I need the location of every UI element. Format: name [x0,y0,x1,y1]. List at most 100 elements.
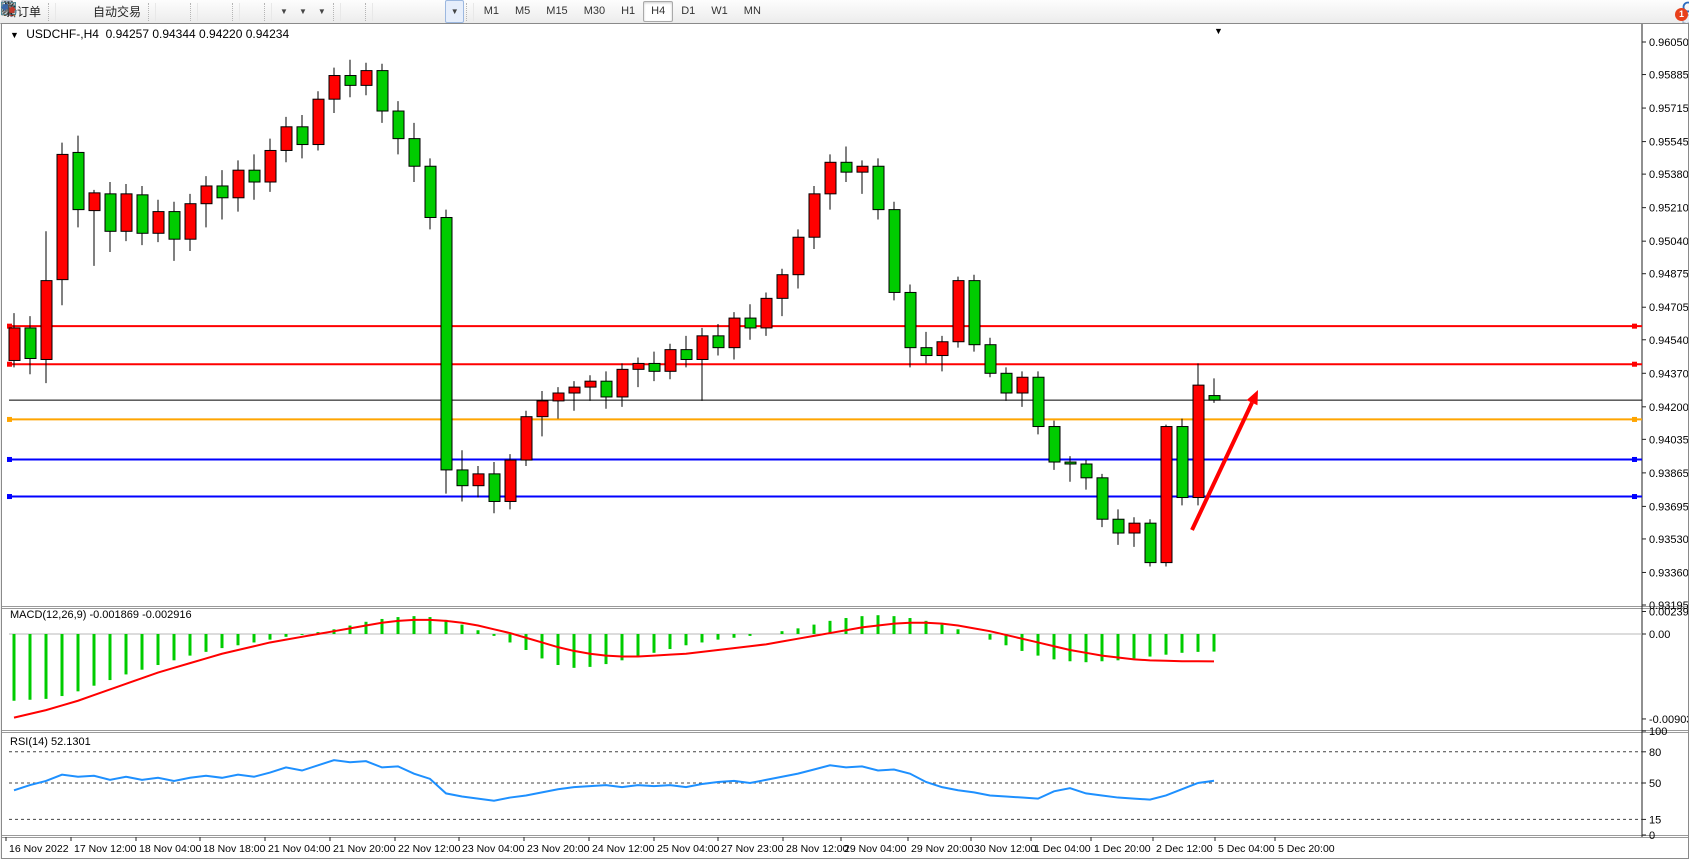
line-handle[interactable] [7,416,12,422]
timeframe-d1-button[interactable]: D1 [681,5,696,17]
candle [904,284,917,368]
candle [72,135,85,228]
timeframe-m30-button[interactable]: M30 [583,5,606,17]
candle [1192,363,1205,506]
line-handle[interactable] [7,361,12,367]
signal-button[interactable] [2,0,88,23]
periods-button[interactable]: ▼ [1,0,312,23]
candle [280,116,293,163]
autotrading-button[interactable]: 自动交易 [2,0,146,23]
price-axis-label: 0.94370 [1649,368,1688,380]
candle [616,363,629,407]
chart-window-button[interactable] [1,0,78,23]
line-handle[interactable] [7,456,12,462]
candle [120,183,133,242]
candle [328,67,341,113]
auto-scroll-button[interactable] [2,0,252,23]
candle [1112,509,1125,545]
line-handle[interactable] [1632,456,1637,462]
line-handle[interactable] [7,494,12,500]
candle [136,185,149,246]
timeframe-h1-button[interactable]: H1 [621,5,636,17]
candle [744,304,757,340]
candle [1128,517,1141,547]
fibonacci-tool-button[interactable]: F [2,0,425,23]
candle [472,465,485,498]
line-handle[interactable] [1632,323,1637,329]
collapse-triangle-icon[interactable]: ▼ [10,30,19,40]
time-axis-label: 27 Nov 23:00 [721,843,784,855]
candle [1016,371,1029,407]
timeframe-m5-button[interactable]: M5 [515,5,531,17]
candle [88,189,101,266]
vertical-line-tool-button[interactable] [7,0,385,23]
notification-badge: 1 [1675,7,1688,21]
text-label-icon: T [1,2,16,15]
price-axis-label: 0.95545 [1649,137,1688,149]
text-label-tool-button[interactable]: T [1,0,445,23]
candle [440,209,453,494]
bar-chart-button[interactable] [2,0,168,23]
time-axis-label: 24 Nov 12:00 [592,843,655,855]
timeframe-mn-button[interactable]: MN [743,5,761,17]
trendline-tool-button[interactable] [2,0,405,23]
rsi-axis-label: 100 [1649,726,1667,738]
brush-tool-button[interactable] [2,0,68,23]
tile-windows-button[interactable] [2,0,230,23]
zoom-out-button[interactable] [1,0,220,23]
rsi-axis-label: 50 [1649,778,1661,790]
cursor-tool-button[interactable] [5,0,353,23]
price-axis-label: 0.94540 [1649,335,1688,347]
timeframe-m15-button[interactable]: M15 [546,5,568,17]
candle [56,142,69,306]
line-handle[interactable] [1632,416,1637,422]
price-axis-label: 0.95380 [1649,169,1688,181]
time-axis-label: 23 Nov 04:00 [462,843,525,855]
line-handle[interactable] [7,323,12,329]
candle [696,327,709,401]
rsi-axis-label: 80 [1649,747,1661,759]
timeframe-w1-button[interactable]: W1 [711,5,728,17]
candle [872,158,885,220]
candle [264,138,277,192]
svg-text:A: A [4,1,14,16]
indicators-button[interactable]: ▼ [1,0,293,23]
search-icon[interactable] [1681,0,1689,17]
chart-window: ▼ USDCHF-,H4 0.94257 0.94344 0.94220 0.9… [1,23,1689,859]
time-axis-label: 18 Nov 18:00 [203,843,266,855]
dropdown-caret: ▼ [450,7,459,16]
chart-plot[interactable]: 0.96050 0.95885 0.95715 0.95545 0.95380 0.952… [2,24,1688,858]
chart-menu-caret-icon[interactable]: ▼ [1214,26,1223,36]
dropdown-caret: ▼ [298,7,307,16]
line-handle[interactable] [1632,361,1637,367]
time-axis-label: 29 Nov 04:00 [844,843,907,855]
candle [200,176,213,228]
candle [536,391,549,437]
zoom-in-button[interactable] [1,0,210,23]
channel-tool-button[interactable]: E [1,0,415,23]
horizontal-line-tool-button[interactable] [2,0,395,23]
trend-arrow-head[interactable] [1246,390,1258,406]
chart-shift-button[interactable] [2,0,262,23]
time-axis-label: 25 Nov 04:00 [657,843,720,855]
macd-signal-line [13,618,1215,719]
candle [840,146,853,183]
timeframe-h4-button[interactable]: H4 [643,1,674,22]
line-chart-button[interactable] [1,0,188,23]
candle [216,170,229,220]
arrows-tool-button[interactable]: ▼ [1,0,464,23]
timeframe-m1-button[interactable]: M1 [483,5,499,17]
templates-button[interactable]: ▼ [1,0,331,23]
text-tool-button[interactable]: A [4,0,435,23]
arrows-icon [1,4,16,13]
candle [392,101,405,155]
toolbar-separator [190,2,199,21]
macd-axis-label: 0.00 [1649,629,1670,641]
candle [856,160,869,194]
candle [1000,367,1013,401]
crosshair-tool-button[interactable] [1,0,363,23]
price-axis-label: 0.93695 [1649,501,1688,513]
candlestick-chart-button[interactable] [2,0,178,23]
line-handle[interactable] [1632,494,1637,500]
trend-arrow-shaft[interactable] [1190,401,1254,531]
